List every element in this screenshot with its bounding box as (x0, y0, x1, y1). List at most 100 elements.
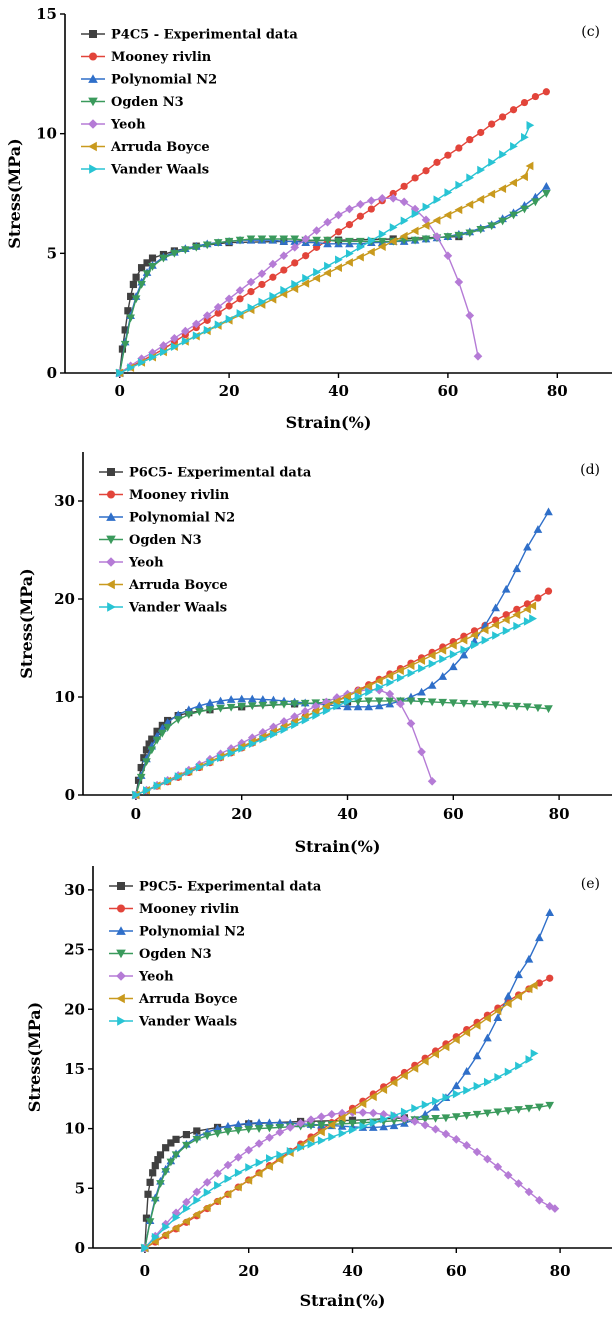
data-point (162, 1222, 170, 1232)
data-point (143, 259, 151, 267)
data-point (494, 1072, 503, 1082)
data-point (488, 158, 496, 167)
data-point (472, 1147, 482, 1157)
data-point (356, 212, 364, 220)
data-point (421, 221, 430, 230)
data-point (343, 691, 351, 701)
data-point (521, 132, 529, 142)
data-point (396, 699, 405, 709)
data-point (443, 233, 453, 241)
data-point (118, 345, 127, 353)
data-point (244, 1176, 253, 1185)
data-point (477, 165, 486, 175)
x-tick-label: 80 (550, 1262, 571, 1280)
data-point (499, 150, 507, 159)
data-point (491, 603, 500, 612)
data-point (386, 678, 395, 687)
legend-marker (116, 971, 126, 981)
data-point (501, 615, 510, 625)
data-point (421, 235, 431, 244)
series-yeoh (131, 685, 437, 800)
data-point (417, 747, 426, 757)
data-point (364, 697, 373, 706)
y-tick-label: 20 (54, 590, 75, 608)
data-point (513, 605, 521, 613)
data-point (181, 246, 190, 255)
data-point (226, 695, 236, 703)
data-point (432, 1096, 440, 1106)
data-point (269, 722, 278, 732)
data-point (311, 707, 320, 716)
data-point (269, 701, 278, 710)
data-point (279, 717, 289, 726)
data-point (280, 285, 289, 295)
data-point (182, 1141, 191, 1150)
data-point (443, 251, 453, 261)
data-point (301, 279, 310, 288)
data-point (323, 236, 332, 245)
data-point (514, 1106, 523, 1114)
data-point (328, 1132, 337, 1142)
data-point (390, 1111, 399, 1120)
data-point (269, 273, 277, 281)
legend-marker (107, 468, 115, 476)
data-point (524, 1104, 534, 1113)
data-point (530, 1049, 539, 1058)
data-point (327, 1109, 337, 1119)
data-point (433, 195, 442, 205)
series-vander-waals (116, 120, 535, 378)
series-vander-waals (141, 1049, 539, 1253)
data-point (349, 1125, 357, 1135)
data-point (254, 1125, 264, 1133)
legend-marker (117, 882, 125, 890)
data-point (334, 237, 343, 246)
data-point (213, 1169, 222, 1178)
x-tick-label: 40 (328, 382, 349, 400)
data-point (483, 1109, 492, 1118)
legend-marker (89, 52, 97, 61)
data-point (473, 1081, 482, 1091)
data-point (529, 614, 537, 623)
data-point (462, 1067, 471, 1075)
data-point (454, 277, 464, 287)
data-point (247, 694, 257, 703)
data-point (358, 1099, 367, 1109)
data-point (544, 705, 553, 714)
data-point (379, 1085, 388, 1095)
data-point (285, 1123, 295, 1132)
data-point (313, 267, 321, 277)
data-point (454, 231, 464, 240)
data-point (170, 333, 179, 343)
x-tick-label: 40 (337, 805, 358, 823)
data-point (132, 790, 141, 800)
data-point (483, 1077, 492, 1087)
data-point (234, 1126, 243, 1135)
series-line (135, 700, 549, 796)
data-point (150, 1196, 160, 1205)
data-point (269, 730, 278, 739)
data-point (244, 1125, 254, 1134)
data-point (195, 762, 204, 772)
data-point (161, 1168, 170, 1176)
data-point (206, 758, 215, 767)
data-point (452, 1089, 461, 1099)
data-point (459, 650, 469, 659)
data-point (162, 1144, 170, 1152)
series-line (119, 235, 459, 374)
data-point (192, 1210, 201, 1219)
data-point (143, 786, 151, 795)
data-point (524, 984, 533, 994)
data-point (466, 173, 475, 183)
data-point (368, 1108, 378, 1118)
data-point (428, 659, 437, 669)
data-point (312, 273, 321, 283)
x-tick-label: 60 (443, 805, 464, 823)
data-point (462, 1112, 471, 1120)
data-point (120, 340, 130, 349)
legend-marker (106, 512, 116, 521)
data-point (520, 98, 529, 107)
data-point (236, 295, 244, 303)
legend-marker (88, 97, 98, 107)
data-point (171, 1223, 180, 1233)
data-point (265, 1162, 273, 1171)
